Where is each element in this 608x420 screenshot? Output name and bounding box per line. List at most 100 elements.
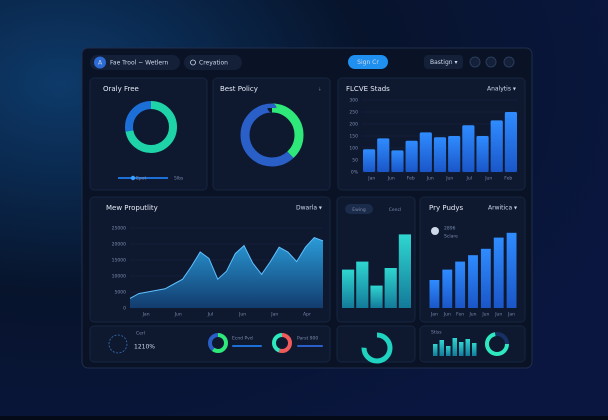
label: 15000 [112, 258, 126, 264]
label: Jun [445, 176, 453, 182]
label: 0% [351, 170, 359, 176]
label: Cerl [136, 331, 145, 337]
label: 5lbs [174, 176, 184, 182]
label: Oraly Free [103, 85, 139, 93]
label: Feb [504, 176, 512, 182]
donut-segment [208, 333, 228, 353]
label: 20000 [112, 242, 126, 248]
label: 150 [349, 134, 358, 140]
label: Apr [303, 312, 311, 318]
label: Jun [174, 312, 182, 318]
label: Jun [426, 176, 434, 182]
label: Jun [494, 312, 502, 318]
label: 250 [349, 110, 358, 116]
line [129, 237, 324, 299]
label: Jan [430, 312, 438, 318]
label: Jan [507, 312, 515, 318]
mini-bar [433, 344, 438, 356]
donut-segment [240, 103, 304, 167]
icon-button[interactable] [469, 56, 481, 68]
label: Jun [468, 312, 476, 318]
bar [433, 137, 447, 172]
mini-bar [439, 340, 444, 356]
label: Mew Proputlity [106, 204, 158, 212]
label: Ecnd Pvd [232, 336, 253, 342]
title-pill [90, 55, 180, 70]
label: Sign Cr [357, 59, 379, 66]
label: 50 [352, 158, 358, 164]
bar [455, 261, 466, 308]
mini-bar [452, 338, 457, 356]
bar [419, 132, 432, 172]
bar [448, 136, 461, 172]
logo-text: A [98, 60, 103, 67]
label: Fae Trool ~ Wetlern [110, 60, 168, 67]
bar [476, 136, 489, 172]
progress [297, 345, 323, 347]
bar [391, 150, 404, 172]
search-box[interactable] [184, 55, 242, 70]
label: Feb [407, 176, 415, 182]
bar [429, 280, 440, 308]
mini-bar [465, 339, 470, 356]
bar [356, 261, 369, 308]
kpi-icon [108, 334, 128, 354]
bar [370, 285, 383, 308]
label: Dwarla ▾ [296, 205, 322, 212]
label: Analytis ▾ [487, 86, 516, 93]
panel [212, 77, 331, 191]
icon-button[interactable] [485, 56, 497, 68]
donut-segment [125, 101, 177, 153]
bar [490, 120, 503, 172]
search-icon [190, 59, 196, 66]
bar [398, 234, 411, 308]
bar [377, 138, 390, 172]
label: Fen [456, 312, 464, 318]
label: Parst 900 [297, 336, 318, 342]
label: 25000 [112, 226, 126, 232]
legend-icon [431, 227, 439, 235]
bar [363, 149, 376, 172]
tab[interactable] [345, 204, 373, 214]
mini-bar [472, 343, 477, 356]
label: Arwitica ▾ [488, 205, 517, 212]
label: Bastign ▾ [430, 59, 457, 66]
slider-knob[interactable] [130, 175, 136, 181]
label: 100 [349, 146, 358, 152]
progress [232, 345, 262, 347]
label: Jul [466, 176, 472, 182]
label: Epot [136, 176, 146, 182]
label: Jun [481, 312, 489, 318]
mini-bar [446, 346, 451, 356]
label: Creyation [199, 60, 228, 67]
mini-bar [459, 342, 464, 356]
label: Stiss [431, 330, 442, 336]
menu-button[interactable] [424, 55, 463, 69]
bar [493, 237, 504, 308]
bar [405, 140, 418, 172]
panel [89, 77, 208, 191]
label: 200 [349, 122, 358, 128]
label: Jan [270, 312, 278, 318]
donut-segment [361, 332, 393, 364]
label: Sclare [444, 234, 458, 240]
donut-ring [485, 332, 509, 356]
logo [94, 56, 106, 69]
bar [506, 232, 517, 308]
label: 0 [123, 306, 126, 312]
label: Jun [238, 312, 246, 318]
label: Best Policy [220, 85, 258, 93]
label: ⇣ [318, 87, 322, 93]
bar [468, 255, 478, 308]
label: Jan [367, 176, 375, 182]
bar [442, 269, 453, 308]
label: Jul [207, 312, 213, 318]
bar [462, 125, 475, 172]
bar [384, 268, 397, 308]
icon-button[interactable] [503, 56, 515, 68]
label: Cencl [389, 207, 402, 213]
label: 10000 [112, 274, 126, 280]
sign-button[interactable] [348, 55, 388, 69]
